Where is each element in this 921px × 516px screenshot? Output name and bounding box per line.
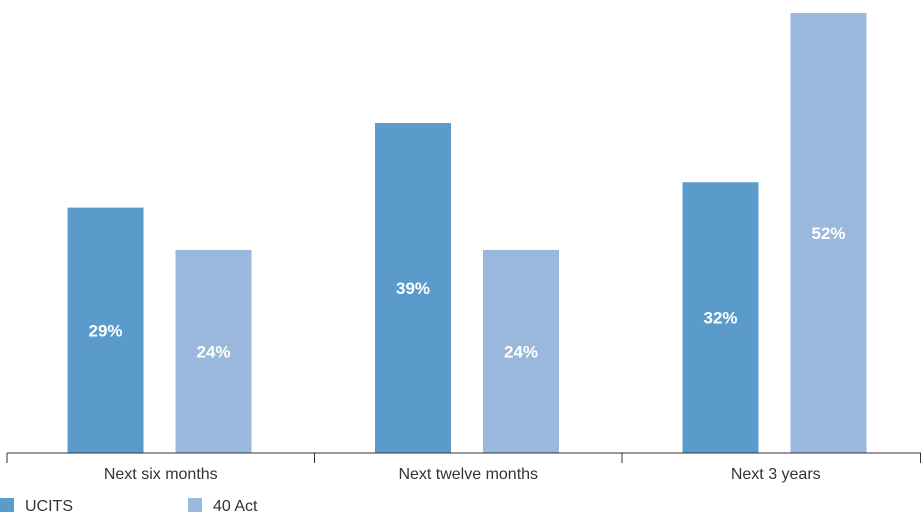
bar-value-label: 52% bbox=[811, 224, 845, 243]
legend-swatch bbox=[0, 498, 14, 512]
legend: UCITS 40 Act bbox=[0, 498, 258, 515]
bar-value-label: 24% bbox=[504, 342, 538, 361]
x-axis: Next six months Next twelve months Next 3 … bbox=[6, 452, 921, 483]
bar-value-label: 32% bbox=[703, 309, 737, 328]
bar-ucits-1 bbox=[67, 207, 144, 453]
legend-swatch bbox=[188, 498, 202, 512]
bar-ucits-2 bbox=[375, 123, 451, 453]
x-tick-label: Next 3 years bbox=[731, 466, 821, 483]
legend-label: UCITS bbox=[25, 498, 73, 515]
bar-40-act-3 bbox=[790, 13, 867, 453]
bar-labels-group: 29% 24% 39% 24% 32% 52% bbox=[88, 224, 845, 361]
x-tick-label: Next twelve months bbox=[398, 466, 538, 483]
legend-label: 40 Act bbox=[213, 498, 258, 515]
bar-value-label: 29% bbox=[88, 321, 122, 340]
bars-group bbox=[67, 13, 867, 453]
bar-ucits-3 bbox=[682, 182, 759, 453]
x-tick-label: Next six months bbox=[104, 466, 218, 483]
bar-value-label: 24% bbox=[196, 342, 230, 361]
bar-40-act-1 bbox=[175, 249, 252, 453]
bar-40-act-2 bbox=[483, 249, 559, 453]
bar-value-label: 39% bbox=[396, 279, 430, 298]
